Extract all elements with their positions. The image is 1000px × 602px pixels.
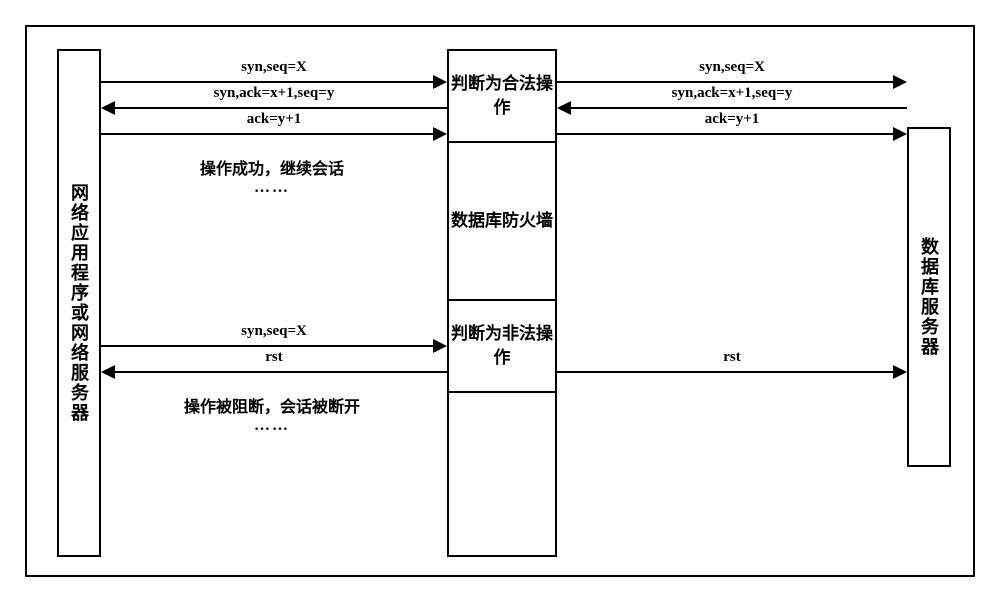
firewall-seg-name: 数据库防火墙 (451, 209, 553, 233)
arrow-line (115, 107, 447, 109)
arrow-line (115, 371, 447, 373)
arrow-head-icon (101, 365, 115, 379)
lifeline-client-label: 网络应用程序或网络服务器 (66, 183, 92, 423)
lifeline-firewall: 判断为合法操作 数据库防火墙 判断为非法操作 (447, 49, 557, 557)
arrow-line (557, 81, 893, 83)
firewall-seg-illegal: 判断为非法操作 (449, 322, 555, 370)
arrow-line (571, 107, 907, 109)
lifeline-db-server-label: 数据库服务器 (916, 237, 942, 357)
arrow-line (101, 345, 433, 347)
msg-ack: ack=y+1 (101, 111, 447, 128)
note-blocked: 操作被阻断，会话被断开 (117, 393, 427, 417)
divider (449, 391, 555, 393)
arrow-line (101, 81, 433, 83)
arrow-head-icon (893, 365, 907, 379)
msg-synack: syn,ack=x+1,seq=y (101, 85, 447, 102)
arrow-head-icon (893, 127, 907, 141)
ellipsis-icon: …… (127, 179, 417, 197)
arrow-line (557, 371, 893, 373)
msg-rst: rst (101, 349, 447, 366)
msg-ack: ack=y+1 (557, 111, 907, 128)
note-success: 操作成功，继续会话 (127, 155, 417, 179)
msg-synack: syn,ack=x+1,seq=y (557, 85, 907, 102)
firewall-seg-legal: 判断为合法操作 (449, 72, 555, 120)
msg-syn: syn,seq=X (101, 59, 447, 76)
lifeline-db-server: 数据库服务器 (907, 127, 951, 467)
arrow-line (557, 133, 893, 135)
lifeline-client: 网络应用程序或网络服务器 (57, 49, 101, 557)
msg-syn: syn,seq=X (557, 59, 907, 76)
arrow-head-icon (433, 127, 447, 141)
msg-rst: rst (557, 349, 907, 366)
ellipsis-icon: …… (117, 417, 427, 435)
arrow-line (101, 133, 433, 135)
sequence-diagram-frame: 网络应用程序或网络服务器 判断为合法操作 数据库防火墙 判断为非法操作 数据库服… (25, 25, 975, 577)
msg-syn: syn,seq=X (101, 323, 447, 340)
